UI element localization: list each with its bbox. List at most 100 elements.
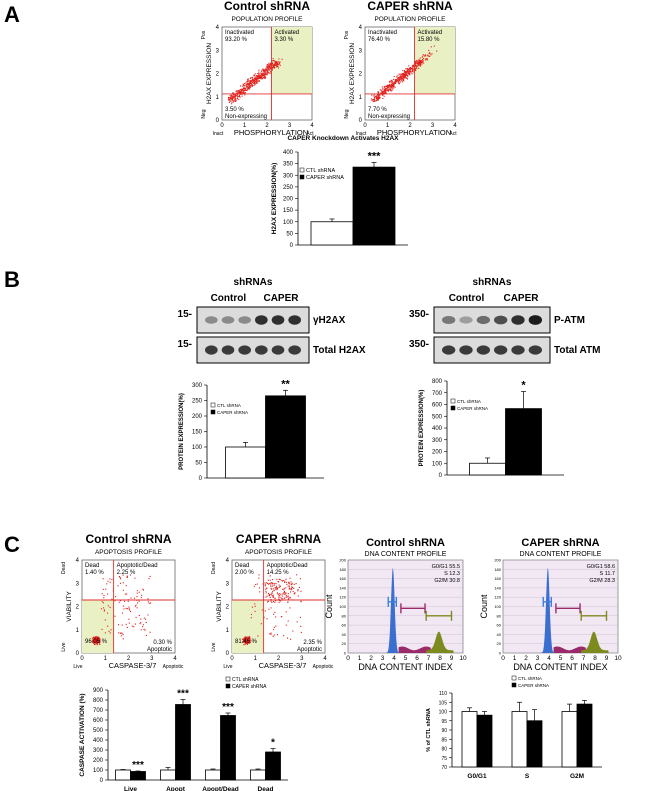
data-dot [271, 592, 273, 594]
data-dot [103, 597, 105, 599]
data-dot [256, 76, 259, 78]
data-dot [419, 57, 421, 59]
plot-subtitle: DNA CONTENT PROFILE [365, 551, 447, 558]
data-dot [145, 634, 147, 637]
data-dot [256, 80, 258, 83]
data-dot [102, 602, 104, 604]
data-dot [268, 72, 270, 74]
data-dot [251, 606, 254, 608]
x-axis-end-label: Inact [356, 131, 367, 137]
data-dot [247, 78, 249, 81]
data-dot [257, 635, 259, 637]
data-dot [228, 97, 230, 99]
data-dot [288, 598, 290, 600]
data-dot [269, 63, 271, 65]
data-dot [149, 575, 151, 577]
data-dot [257, 80, 259, 82]
data-dot [420, 61, 422, 63]
data-dot [93, 642, 95, 644]
data-dot [243, 91, 245, 93]
data-dot [399, 77, 401, 79]
data-dot [283, 591, 285, 593]
y-tick-label: 600 [432, 403, 443, 409]
g2m-peak [426, 631, 454, 653]
data-dot [403, 78, 405, 81]
data-dot [383, 92, 385, 94]
data-dot [433, 45, 435, 47]
data-dot [425, 59, 427, 61]
data-dot [276, 587, 278, 589]
significance-marker: * [521, 380, 526, 392]
data-dot [264, 77, 266, 79]
data-dot [94, 639, 96, 641]
significance-marker: *** [177, 689, 189, 700]
data-dot [236, 90, 238, 92]
y-tick-label: 50 [195, 461, 202, 467]
data-dot [285, 594, 287, 597]
data-dot [147, 598, 149, 600]
data-dot [140, 621, 142, 624]
data-dot [300, 631, 302, 633]
data-dot [272, 59, 275, 62]
data-dot [265, 588, 267, 590]
phase-stat: G0/G1 55.5 [432, 564, 460, 570]
data-dot [382, 94, 384, 96]
blot-band [271, 345, 285, 355]
data-dot [235, 100, 237, 103]
data-dot [263, 72, 265, 74]
data-dot [277, 580, 279, 583]
data-dot [405, 71, 407, 73]
data-dot [257, 75, 259, 77]
data-dot [376, 96, 378, 98]
data-dot [234, 95, 237, 97]
data-dot [273, 629, 275, 631]
y-tick-label: 100 [192, 445, 203, 451]
data-dot [243, 644, 245, 646]
data-dot [92, 639, 94, 641]
data-dot [244, 92, 246, 94]
data-dot [279, 593, 281, 595]
data-dot [99, 642, 101, 644]
data-dot [106, 593, 109, 595]
data-dot [278, 58, 280, 60]
x-tick-label: 2 [369, 655, 373, 662]
data-dot [96, 643, 98, 645]
data-dot [103, 610, 105, 612]
data-dot [291, 584, 293, 586]
data-dot [104, 632, 106, 634]
data-dot [246, 89, 248, 91]
data-dot [232, 101, 235, 103]
data-dot [260, 74, 263, 76]
data-dot [251, 81, 253, 84]
blot-band [442, 316, 456, 324]
data-dot [387, 87, 390, 89]
data-dot [394, 86, 396, 88]
data-dot [230, 94, 232, 96]
data-dot [378, 97, 380, 100]
data-dot [252, 81, 254, 83]
data-dot [238, 96, 241, 98]
data-dot [287, 598, 289, 601]
data-dot [264, 69, 266, 71]
data-dot [107, 612, 109, 614]
data-dot [283, 580, 285, 582]
y-tick-label: 20 [497, 641, 502, 646]
data-dot [260, 78, 262, 80]
data-dot [407, 68, 409, 71]
y-tick-label: 20 [342, 641, 347, 646]
legend-swatch [225, 676, 231, 682]
data-dot [390, 90, 392, 92]
data-dot [242, 641, 244, 643]
data-dot [100, 608, 103, 610]
data-dot [261, 76, 263, 78]
data-dot [255, 78, 257, 80]
legend-label: CTL shRNA [457, 399, 481, 404]
data-dot [396, 79, 398, 81]
legend-swatch [225, 683, 231, 689]
data-dot [242, 641, 244, 643]
data-dot [268, 64, 270, 66]
x-tick-label: Apopt/Dead [202, 786, 239, 791]
data-dot [256, 82, 258, 85]
y-tick-label: 400 [283, 150, 294, 156]
data-dot [258, 69, 260, 71]
